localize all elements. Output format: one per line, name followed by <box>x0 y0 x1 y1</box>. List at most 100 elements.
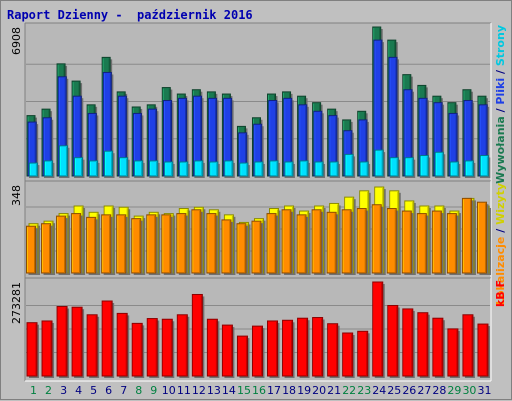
bar-strony-day-12 <box>194 160 205 178</box>
bar-lokalizacje-day-18 <box>281 209 294 275</box>
bar-kbf-day-16 <box>251 325 265 378</box>
bar-kbf-day-20 <box>312 317 325 378</box>
bar-strony-day-16 <box>254 161 265 178</box>
bar-strony-day-5 <box>89 160 100 178</box>
bar-kbf-day-18 <box>282 319 295 378</box>
x-tick-label-day-11: 11 <box>177 384 191 397</box>
bar-lokalizacje-day-20 <box>311 209 324 275</box>
bar-kbf-day-21 <box>327 323 340 378</box>
bar-kbf-day-28 <box>432 317 445 378</box>
bar-strony-day-22 <box>344 153 356 178</box>
bar-kbf-day-15 <box>236 335 250 378</box>
y-max-label-top: 6908 <box>10 27 23 55</box>
bar-strony-day-24 <box>374 149 386 178</box>
bar-kbf-day-17 <box>267 320 280 378</box>
bar-lokalizacje-day-17 <box>266 213 279 275</box>
bar-strony-day-7 <box>119 157 130 178</box>
bar-lokalizacje-day-13 <box>206 213 218 275</box>
bar-strony-day-18 <box>284 161 295 178</box>
x-tick-label-day-27: 27 <box>417 384 431 397</box>
bar-lokalizacje-day-2 <box>41 223 53 275</box>
bar-lokalizacje-day-16 <box>251 220 263 275</box>
y-max-label-middle: 348 <box>10 185 23 206</box>
bar-lokalizacje-day-30 <box>461 197 474 275</box>
bar-strony-day-9 <box>149 160 160 178</box>
bar-lokalizacje-day-3 <box>56 215 68 275</box>
bar-strony-day-15 <box>239 162 250 178</box>
bar-lokalizacje-day-25 <box>386 208 399 275</box>
bar-kbf-day-23 <box>357 330 370 378</box>
x-tick-label-day-18: 18 <box>282 384 296 397</box>
x-tick-label-day-5: 5 <box>90 384 97 397</box>
bar-kbf-day-14 <box>221 324 235 378</box>
bar-lokalizacje-day-8 <box>131 218 143 275</box>
bar-kbf-day-31 <box>477 323 490 378</box>
x-tick-label-day-26: 26 <box>402 384 416 397</box>
bar-lokalizacje-day-24 <box>371 204 384 275</box>
bar-strony-day-25 <box>389 157 401 178</box>
bar-kbf-day-30 <box>462 314 475 378</box>
x-tick-label-day-7: 7 <box>120 384 127 397</box>
bar-lokalizacje-day-14 <box>221 219 233 275</box>
x-tick-label-day-14: 14 <box>222 384 236 397</box>
legend-entry: Lokalizacje <box>494 237 507 305</box>
bar-kbf-day-26 <box>402 308 415 378</box>
bar-strony-day-20 <box>314 161 326 178</box>
x-tick-label-day-31: 31 <box>477 384 491 397</box>
x-tick-label-day-10: 10 <box>162 384 176 397</box>
legend-entry: / <box>494 105 507 117</box>
bar-lokalizacje-day-27 <box>416 213 429 275</box>
bar-strony-day-28 <box>434 151 446 178</box>
chart-title: Raport Dzienny - październik 2016 <box>7 8 253 22</box>
bar-kbf-day-9 <box>146 318 160 378</box>
bar-lokalizacje-day-21 <box>326 211 339 275</box>
bar-lokalizacje-day-15 <box>236 223 248 275</box>
bar-lokalizacje-day-5 <box>86 216 98 275</box>
bar-strony-day-6 <box>104 150 115 178</box>
x-tick-label-day-22: 22 <box>342 384 356 397</box>
x-tick-label-day-16: 16 <box>252 384 266 397</box>
bar-kbf-day-4 <box>71 306 85 378</box>
bar-kbf-day-10 <box>161 318 175 378</box>
bar-strony-day-31 <box>479 155 491 178</box>
x-tick-label-day-29: 29 <box>447 384 461 397</box>
bar-strony-day-17 <box>269 160 280 178</box>
x-tick-label-day-3: 3 <box>60 384 67 397</box>
x-tick-label-day-25: 25 <box>387 384 401 397</box>
x-tick-label-day-28: 28 <box>432 384 446 397</box>
bar-lokalizacje-day-28 <box>431 210 444 275</box>
legend-entry: / <box>494 66 507 78</box>
bar-kbf-day-2 <box>41 320 55 378</box>
bar-kbf-day-29 <box>447 328 460 378</box>
bar-strony-day-14 <box>224 160 235 178</box>
bar-lokalizacje-day-9 <box>146 214 158 275</box>
bar-kbf-day-19 <box>297 317 310 378</box>
legend-top: Wywołania / Pliki / Strony <box>494 25 507 184</box>
x-tick-label-day-13: 13 <box>207 384 221 397</box>
bar-lokalizacje-day-10 <box>161 214 173 275</box>
legend-entry: kB F <box>494 280 507 307</box>
bar-lokalizacje-day-1 <box>26 225 38 275</box>
bar-kbf-day-11 <box>176 314 190 378</box>
x-tick-label-day-15: 15 <box>237 384 251 397</box>
bar-lokalizacje-day-19 <box>296 214 309 275</box>
bar-strony-day-2 <box>43 160 55 178</box>
bar-kbf-day-7 <box>116 312 130 378</box>
x-tick-label-day-2: 2 <box>45 384 52 397</box>
bar-lokalizacje-day-12 <box>191 209 203 275</box>
bar-kbf-day-27 <box>417 312 430 378</box>
x-tick-label-day-21: 21 <box>327 384 341 397</box>
bar-strony-day-23 <box>359 161 371 178</box>
bar-strony-day-21 <box>329 161 341 178</box>
x-tick-label-day-1: 1 <box>30 384 37 397</box>
bar-kbf-day-25 <box>387 304 400 378</box>
legend-bottom: kB F <box>494 280 507 307</box>
x-tick-label-day-8: 8 <box>135 384 142 397</box>
legend-entry: Pliki <box>494 78 507 105</box>
bar-strony-day-4 <box>73 157 85 178</box>
x-tick-label-day-12: 12 <box>192 384 206 397</box>
bar-strony-day-27 <box>419 155 431 178</box>
bar-strony-day-19 <box>299 160 310 178</box>
bar-lokalizacje-day-7 <box>116 214 128 275</box>
